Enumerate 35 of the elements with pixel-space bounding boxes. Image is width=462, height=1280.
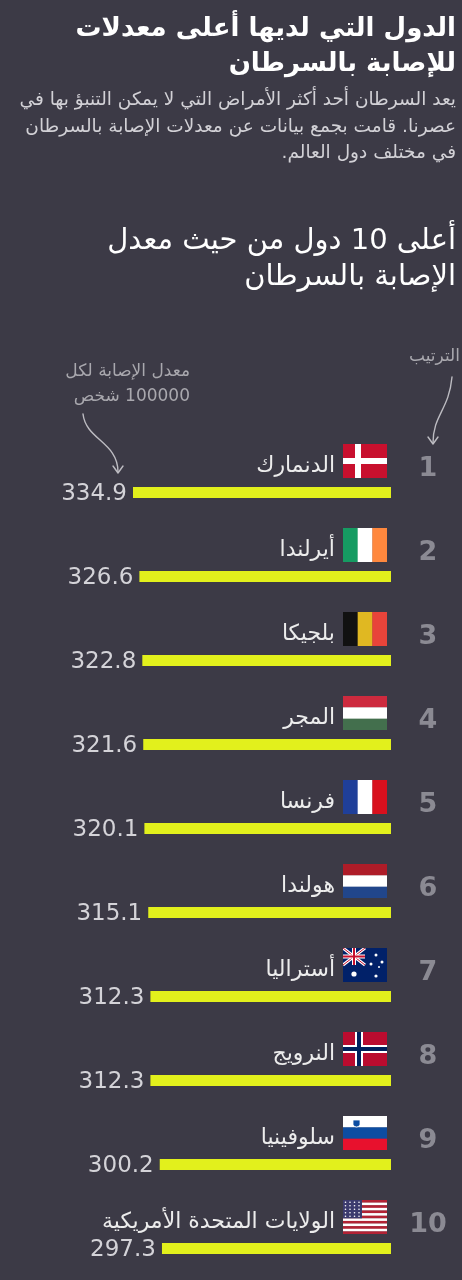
y-tick-label: المجر xyxy=(282,704,335,729)
y-tick-label: الولايات المتحدة الأمريكية xyxy=(102,1207,335,1233)
text: أعلى 10 دول من حيث معدل الإصابة بالسرطان xyxy=(106,221,456,293)
data-label: 322.8 xyxy=(70,647,137,673)
text: 10 xyxy=(409,1207,447,1238)
y-tick-label: الدنمارك xyxy=(256,452,335,477)
text: 4 xyxy=(418,703,438,734)
data-label: 321.6 xyxy=(71,731,138,757)
y-tick-label: النرويج xyxy=(272,1040,335,1065)
data-label: 315.1 xyxy=(76,899,143,925)
y-tick-label: أستراليا xyxy=(265,954,335,981)
x-axis-title: معدل الإصابة لكل 100000 شخص xyxy=(64,359,190,407)
text: 1 xyxy=(418,451,438,482)
text: 5 xyxy=(418,787,438,818)
text: 9 xyxy=(418,1123,438,1154)
y-tick-label: هولندا xyxy=(281,872,335,897)
chart-subtitle: يعد السرطان أحد أكثر الأمراض التي لا يمكن التنبؤ بها في عصرنا. قامت بجمع بيانات عن معدلات الإصابة بالسرطان في مختلف دول العالم. xyxy=(18,86,456,165)
data-label: 300.2 xyxy=(87,1151,154,1177)
data-label: 320.1 xyxy=(72,815,139,841)
text: 7 xyxy=(418,955,438,986)
text: 8 xyxy=(418,1039,438,1070)
data-label: 334.9 xyxy=(61,479,127,505)
y-tick-label: سلوفينيا xyxy=(260,1124,335,1149)
chart-title: الدول التي لديها أعلى معدلات للإصابة بالسرطان xyxy=(74,10,456,80)
data-label: 297.3 xyxy=(90,1235,156,1261)
text: 3 xyxy=(418,619,438,650)
data-label: 312.3 xyxy=(78,983,145,1009)
y-tick-label: فرنسا xyxy=(279,788,335,813)
data-label: 312.3 xyxy=(78,1067,145,1093)
text: الترتيب xyxy=(409,345,460,365)
y-tick-label: أيرلندا xyxy=(279,534,335,561)
data-label: 326.6 xyxy=(67,563,134,589)
y-tick-label: بلجيكا xyxy=(281,620,335,645)
text: 2 xyxy=(418,535,438,566)
text: 6 xyxy=(418,871,438,902)
